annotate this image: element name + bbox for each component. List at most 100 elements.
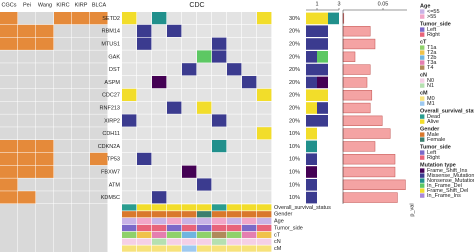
mutation-cell — [212, 50, 227, 63]
sample-cell — [227, 50, 242, 63]
legend-swatch — [420, 178, 425, 183]
annotation-cell — [137, 218, 152, 225]
annotation-label: cM — [274, 246, 282, 252]
mutation-cell — [152, 12, 167, 25]
legend-label: In_Frame_Del — [427, 183, 462, 189]
heat-cell — [72, 101, 90, 114]
sample-cell — [122, 37, 137, 50]
sample-cell — [242, 152, 257, 165]
frequency-label: 20% — [289, 80, 300, 86]
annotation-cell — [182, 224, 197, 232]
heat-cell — [90, 24, 108, 38]
annotation-cell — [152, 238, 167, 245]
annotation-cell — [152, 204, 167, 211]
frequency-label: 30% — [289, 16, 300, 22]
sample-cell — [122, 127, 137, 140]
heat-background — [0, 204, 18, 252]
heat-column-label: BLCA — [92, 2, 107, 8]
pval-axis-label: p_val — [409, 203, 415, 216]
sample-cell — [227, 191, 242, 204]
annotation-cell — [122, 245, 137, 252]
sample-cell — [152, 152, 167, 165]
annotation-cell — [257, 238, 272, 245]
sample-cell — [197, 88, 212, 101]
sample-cell — [182, 178, 197, 191]
sample-cell — [242, 127, 257, 140]
annotation-cell — [227, 231, 242, 238]
annotation-cell — [167, 218, 182, 225]
legend-title: Mutation type — [420, 162, 456, 168]
legend-swatch — [420, 114, 425, 119]
annotation-label: cT — [274, 232, 281, 238]
legend-title: Tumor_side — [420, 144, 451, 150]
heat-cell — [0, 63, 18, 76]
sample-cell — [227, 12, 242, 25]
sample-cell — [152, 50, 167, 63]
legend-swatch — [420, 168, 425, 173]
sample-cell — [122, 101, 137, 114]
heat-column-label: Pei — [23, 2, 31, 8]
sample-cell — [227, 114, 242, 127]
mutation-cell — [122, 114, 137, 127]
annotation-cell — [242, 245, 257, 252]
heat-cell — [90, 191, 108, 204]
sample-cell — [212, 152, 227, 165]
legend-swatch — [420, 83, 425, 88]
heat-cell — [54, 63, 72, 76]
annotation-label: Age — [274, 219, 284, 225]
sample-cell — [152, 127, 167, 140]
heat-cell — [36, 63, 54, 76]
annotation-cell — [212, 218, 227, 225]
annotation-label: cN — [274, 239, 281, 245]
heat-cell — [90, 37, 108, 50]
mutation-cell — [257, 127, 272, 140]
sample-cell — [227, 88, 242, 101]
count-bar-segment — [306, 25, 328, 37]
legend-swatch — [420, 183, 425, 188]
sample-cell — [152, 63, 167, 76]
sample-cell — [242, 37, 257, 50]
annotation-cell — [122, 211, 137, 218]
heat-cell — [18, 127, 36, 140]
heat-cell — [54, 140, 72, 153]
heat-cell — [0, 178, 18, 191]
gene-label: GAK — [108, 54, 120, 60]
annotation-cell — [227, 218, 242, 225]
annotation-cell — [197, 218, 212, 225]
annotation-cell — [212, 211, 227, 218]
heat-cell — [0, 152, 18, 166]
heat-cell — [72, 152, 90, 166]
heat-cell — [36, 24, 54, 38]
count-bar-segment — [306, 153, 317, 165]
heat-cell — [36, 152, 54, 166]
mutation-cell — [257, 88, 272, 101]
heat-cell — [54, 24, 72, 38]
mutation-cell — [242, 76, 257, 89]
sample-cell — [122, 63, 137, 76]
annotation-cell — [227, 204, 242, 211]
sample-cell — [167, 191, 182, 204]
sample-cell — [152, 88, 167, 101]
legend-label: Female — [427, 137, 445, 143]
sample-cell — [197, 140, 212, 153]
sample-cell — [197, 76, 212, 89]
sample-cell — [137, 140, 152, 153]
annotation-cell — [242, 238, 257, 245]
sample-cell — [257, 140, 272, 153]
annotation-cell — [242, 204, 257, 211]
legend-swatch — [420, 65, 425, 70]
count-bar-segment — [317, 102, 328, 114]
sample-cell — [167, 178, 182, 191]
legend-label: Dead — [427, 114, 440, 120]
heat-cell — [72, 178, 90, 191]
heat-cell — [18, 12, 36, 25]
heat-column-label: CGCs — [2, 2, 17, 8]
annotation-cell — [137, 211, 152, 218]
sample-cell — [227, 76, 242, 89]
count-bar-segment — [306, 115, 328, 127]
sample-cell — [242, 101, 257, 114]
mutation-cell — [137, 24, 152, 37]
sample-cell — [242, 165, 257, 178]
annotation-cell — [137, 238, 152, 245]
